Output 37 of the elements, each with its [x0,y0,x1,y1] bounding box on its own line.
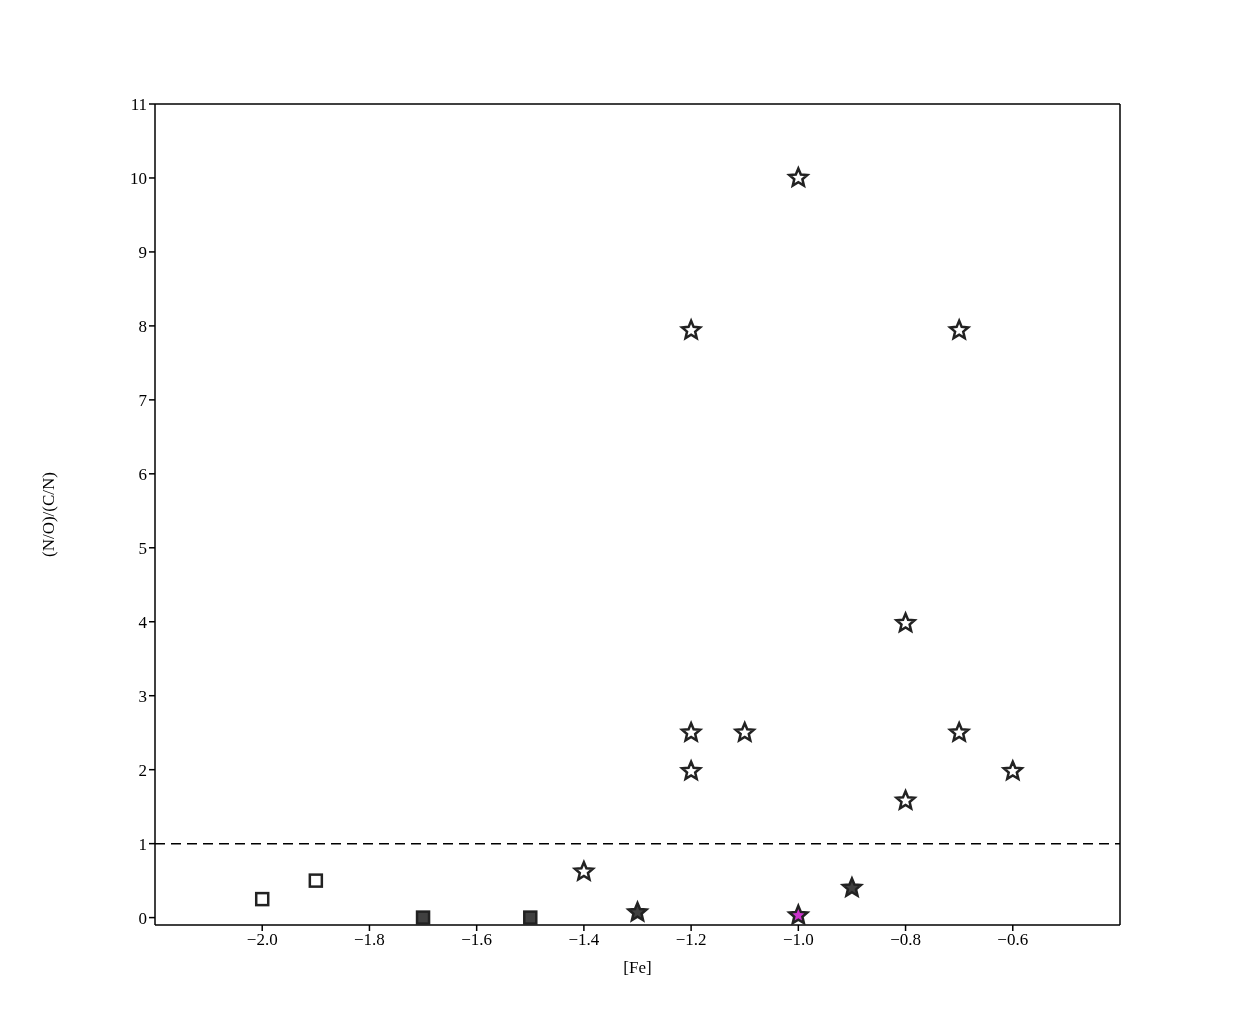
y-tick-label: 9 [138,242,147,262]
point [625,899,650,923]
point [786,902,811,925]
point [254,891,270,907]
point [734,721,756,742]
y-tick-label: 10 [130,169,147,188]
x-tick-label: −1.0 [782,930,814,950]
x-tick-label: −1.4 [568,930,600,950]
point [788,167,809,187]
x-axis-title: [Fe] [623,958,652,977]
point [895,789,916,810]
point [573,861,595,881]
x-tick-label: −1.2 [675,930,707,950]
x-tick-label: −0.8 [890,930,921,950]
y-tick-label: 4 [138,612,148,632]
y-tick-label: 5 [138,538,147,558]
y-tick-label: 8 [138,316,147,336]
x-tick-label: −1.8 [354,930,385,950]
y-tick-label: 6 [138,464,147,484]
y-tick-label: 11 [130,95,147,115]
point [895,612,916,633]
y-tick-label: 3 [138,686,147,706]
x-tick-label: −1.6 [461,930,493,950]
y-axis-title: (N/O)/(C/N) [39,472,59,557]
x-tick-label: −2.0 [246,930,278,950]
point [415,910,431,925]
point [679,317,703,341]
x-tick-label: −0.6 [997,930,1029,950]
point [1002,760,1024,781]
point [841,877,863,897]
y-tick-label: 0 [138,908,147,928]
y-tick-label: 7 [138,390,148,410]
point [680,760,702,781]
y-tick-label: 1 [138,834,147,854]
point [308,873,324,888]
point [523,910,538,925]
y-tick-label: 2 [138,760,147,780]
